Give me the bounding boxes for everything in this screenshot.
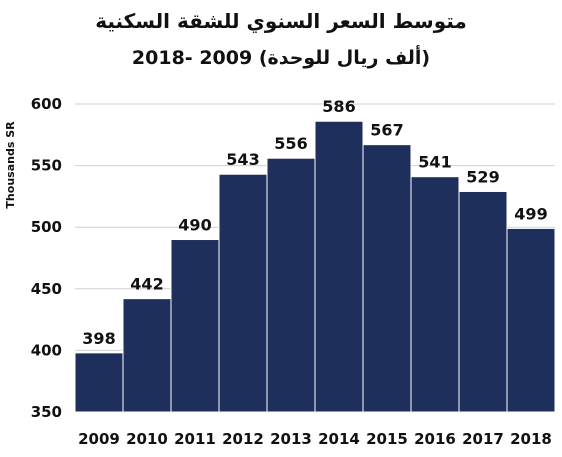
y-tick-label: 350 — [31, 403, 62, 421]
chart-title: متوسط السعر السنوي للشقة السكنية — [95, 9, 467, 34]
bar-2010 — [122, 298, 172, 413]
bar-2012 — [218, 173, 268, 413]
data-label-2015: 567 — [370, 121, 403, 140]
bar-2014 — [314, 120, 364, 413]
x-axis-ticks: 2009 2010 2011 2012 2013 2014 2015 2016 2017 2018 — [78, 430, 552, 448]
data-label-2009: 398 — [82, 329, 115, 348]
x-tick-label-2017: 2017 — [462, 430, 504, 448]
data-label-2011: 490 — [178, 216, 211, 235]
y-tick-label: 600 — [31, 95, 62, 113]
bar-2017 — [458, 190, 508, 413]
x-tick-label-2015: 2015 — [366, 430, 408, 448]
data-label-2016: 541 — [418, 153, 451, 172]
x-tick-label-2016: 2016 — [414, 430, 456, 448]
data-labels: 398 442 490 543 556 586 567 541 529 499 — [82, 97, 547, 348]
bar-2016 — [410, 176, 460, 413]
data-label-2013: 556 — [274, 134, 307, 153]
bar-2011 — [170, 239, 220, 413]
x-tick-label-2009: 2009 — [78, 430, 120, 448]
bar-2015 — [362, 144, 412, 413]
y-axis-label: Thousands SR — [4, 121, 17, 209]
data-label-2018: 499 — [514, 204, 547, 223]
data-label-2017: 529 — [466, 167, 499, 186]
y-tick-label: 450 — [31, 280, 62, 298]
x-tick-label-2018: 2018 — [510, 430, 552, 448]
x-tick-label-2014: 2014 — [318, 430, 360, 448]
x-tick-label-2011: 2011 — [174, 430, 216, 448]
y-axis-ticks: 350 400 450 500 550 600 — [31, 95, 62, 421]
y-tick-label: 500 — [31, 218, 62, 236]
data-label-2010: 442 — [130, 275, 163, 294]
y-tick-label: 400 — [31, 341, 62, 359]
x-tick-label-2013: 2013 — [270, 430, 312, 448]
x-tick-label-2012: 2012 — [222, 430, 264, 448]
data-label-2012: 543 — [226, 150, 259, 169]
x-tick-label-2010: 2010 — [126, 430, 168, 448]
y-tick-label: 550 — [31, 157, 62, 175]
data-label-2014: 586 — [322, 97, 355, 116]
chart-subtitle: (ألف ريال للوحدة) 2009 -2018 — [132, 45, 430, 69]
bars — [74, 120, 556, 413]
bar-2018 — [506, 227, 556, 413]
bar-2009 — [74, 352, 124, 413]
bar-2013 — [266, 157, 316, 413]
